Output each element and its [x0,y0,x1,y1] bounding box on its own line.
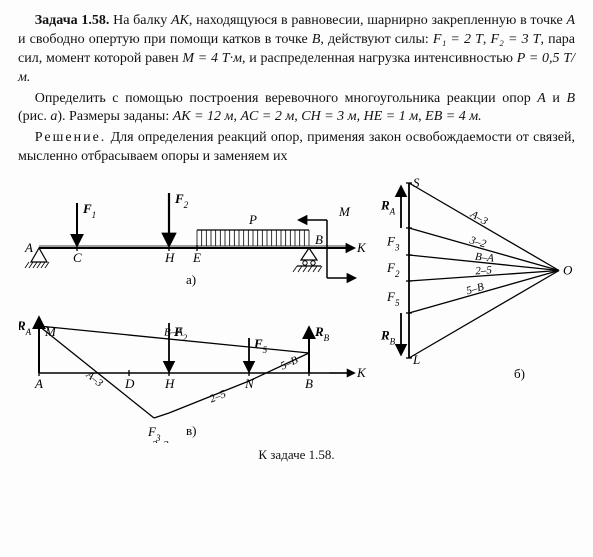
t: Определить с помощью построения веревочн… [35,91,537,106]
svg-text:E: E [192,250,201,265]
svg-text:5–B: 5–B [279,354,300,372]
svg-text:A–3: A–3 [83,369,106,390]
svg-text:B–A: B–A [164,327,183,339]
svg-text:RB: RB [380,328,396,347]
t: , находящуюся в равновесии, шарнирно зак… [189,13,567,28]
t: и [546,91,567,106]
paragraph-3: Решение. Для определения реакций опор, п… [18,129,575,167]
subfig-c: KADHNBRAMRBF2F5B–AA–3F33–22–55–Bв) [19,318,367,443]
svg-text:C: C [73,250,82,265]
svg-text:F2: F2 [386,260,400,279]
M: M = 4 Т·м [182,51,242,66]
HEeq: HE = 1 м [364,109,419,124]
svg-text:в): в) [186,423,196,438]
F1: F₁ = 2 Т [433,32,483,47]
svg-text:A: A [24,240,33,255]
svg-text:RA: RA [380,198,396,217]
t: , [357,109,364,124]
svg-text:B–A: B–A [474,251,494,265]
svg-text:A: A [34,376,43,391]
figure-caption: К задаче 1.58. [18,447,575,463]
svg-text:K: K [356,240,367,255]
t: , [234,109,241,124]
AKeq: AK = 12 м [173,109,234,124]
solution-head: Решение. [35,130,107,145]
ACeq: AC = 2 м [241,109,295,124]
t: , действуют силы: [320,32,433,47]
svg-text:б): б) [514,366,525,381]
svg-text:3–2: 3–2 [467,234,488,250]
CHeq: CH = 3 м [301,109,356,124]
svg-text:F3: F3 [386,234,400,253]
subfig-a: K A B C H E F1 F2 P Ma) [24,191,367,287]
F2: F₂ = 3 Т [490,32,540,47]
svg-text:A–3: A–3 [467,208,490,228]
diagram-svg: KABCHEF1F2PMa) SLORAF3F2F5RBA–33–2B–A2–5… [19,173,574,443]
svg-text:H: H [164,250,175,265]
t: На балку [113,13,171,28]
paragraph-2: Определить с помощью построения веревочн… [18,90,575,128]
svg-text:5–B: 5–B [465,281,486,297]
svg-text:K: K [356,365,367,380]
EBeq: EB = 4 м. [425,109,482,124]
subfig-b: SLORAF3F2F5RBA–33–2B–A2–55–Bб) [380,175,573,381]
svg-text:F5: F5 [386,289,400,308]
figure: KABCHEF1F2PMa) SLORAF3F2F5RBA–33–2B–A2–5… [18,173,575,443]
t: , и распределенная нагрузка интенсивност… [242,51,517,66]
paragraph-1: Задача 1.58. На балку AK, находящуюся в … [18,12,575,88]
t: (рис. [18,109,50,124]
svg-text:P: P [248,212,257,227]
B: B [566,91,575,106]
svg-text:F2: F2 [174,191,189,210]
svg-text:F5: F5 [253,336,268,355]
svg-text:H: H [164,376,175,391]
task-label: Задача 1.58. [35,13,110,28]
svg-text:N: N [244,376,255,391]
svg-text:D: D [124,376,135,391]
svg-text:a): a) [186,272,196,287]
svg-text:3–2: 3–2 [151,439,169,443]
svg-text:RA: RA [19,318,32,337]
AK: AK [171,13,189,28]
svg-text:F1: F1 [82,201,96,220]
svg-text:RB: RB [314,324,330,343]
t: ). Размеры заданы: [57,109,172,124]
A: A [537,91,546,106]
svg-text:2–5: 2–5 [475,264,493,277]
svg-text:M: M [338,204,351,219]
t: и свободно опертую при помощи катков в т… [18,32,312,47]
svg-text:B: B [305,376,313,391]
A: A [566,13,575,28]
svg-text:O: O [563,263,573,278]
svg-text:B: B [315,232,323,247]
